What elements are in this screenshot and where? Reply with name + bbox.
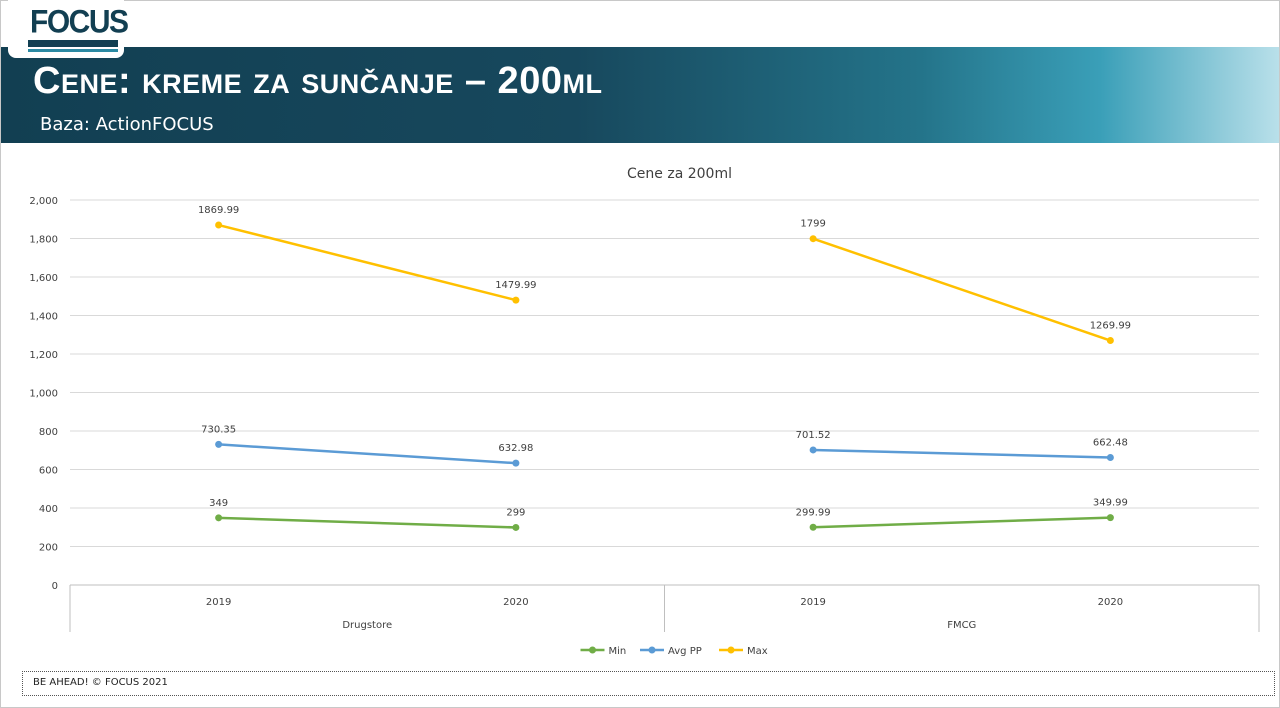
line-chart: Cene za 200ml 0 200 400 600 800 1,000 1,200 1,40…: [29, 166, 1260, 657]
data-point-max: [809, 235, 817, 243]
data-point-max: [215, 221, 223, 229]
title-banner: [1, 47, 1279, 143]
legend-label-min: Min: [609, 646, 627, 657]
y-tick-label: 800: [39, 427, 58, 438]
data-point-avg-pp: [1106, 453, 1114, 461]
data-label-max: 1869.99: [198, 205, 239, 216]
slide-subtitle: Baza: ActionFOCUS: [40, 114, 214, 135]
y-tick-label: 1,600: [29, 273, 58, 284]
x-tick-label: 2020: [503, 597, 528, 608]
data-point-min: [1106, 514, 1114, 522]
data-point-min: [512, 523, 520, 531]
data-point-max: [512, 296, 520, 304]
legend-marker-max: [727, 646, 735, 654]
data-label-avg-pp: 701.52: [796, 430, 831, 441]
y-tick-label: 600: [39, 466, 58, 477]
legend-marker-min: [589, 646, 596, 654]
data-label-max: 1269.99: [1090, 321, 1131, 332]
series-line-min: [218, 516, 516, 529]
y-tick-label: 1,800: [29, 235, 58, 246]
y-tick-label: 1,400: [29, 312, 58, 323]
legend-label-max: Max: [747, 646, 768, 657]
data-label-min: 299.99: [796, 507, 831, 518]
data-label-avg-pp: 730.35: [201, 424, 236, 435]
data-label-avg-pp: 632.98: [498, 443, 533, 454]
slide-title: Cene: kreme za sunčanje – 200ml: [33, 60, 603, 102]
y-tick-label: 200: [39, 543, 58, 554]
series-line-max: [812, 237, 1111, 342]
footer: BE AHEAD! © FOCUS 2021: [22, 671, 1275, 696]
y-tick-label: 0: [52, 581, 58, 592]
y-tick-label: 2,000: [29, 196, 58, 207]
data-point-avg-pp: [809, 446, 817, 454]
y-tick-label: 1,200: [29, 350, 58, 361]
series-line-max: [218, 223, 517, 302]
logo-text: FOCUS: [30, 4, 129, 41]
logo-bar: [28, 40, 118, 47]
footer-text: BE AHEAD! © FOCUS 2021: [33, 677, 168, 688]
data-point-min: [809, 523, 817, 531]
data-label-min: 299: [506, 507, 525, 518]
chart-title: Cene za 200ml: [627, 166, 732, 182]
data-point-avg-pp: [215, 440, 223, 448]
x-tick-label: 2020: [1098, 597, 1123, 608]
group-label: Drugstore: [342, 620, 392, 631]
data-point-min: [215, 514, 223, 522]
data-label-min: 349.99: [1093, 498, 1128, 509]
logo-underline: [28, 49, 118, 52]
x-tick-label: 2019: [206, 597, 231, 608]
logo: FOCUS: [8, 0, 129, 58]
legend-marker-avg-pp: [648, 646, 656, 654]
y-tick-label: 400: [39, 504, 58, 515]
legend-label-avg-pp: Avg PP: [668, 646, 702, 657]
data-point-max: [1106, 337, 1114, 345]
data-point-avg-pp: [512, 459, 520, 467]
data-label-min: 349: [209, 498, 228, 509]
series-line-avg-pp: [218, 443, 516, 465]
data-label-max: 1799: [800, 219, 825, 230]
series-line-avg-pp: [813, 448, 1111, 459]
y-tick-label: 1,000: [29, 389, 58, 400]
x-tick-label: 2019: [800, 597, 825, 608]
group-label: FMCG: [947, 620, 976, 631]
series-line-min: [813, 516, 1111, 529]
data-label-max: 1479.99: [495, 280, 536, 291]
data-label-avg-pp: 662.48: [1093, 437, 1128, 448]
